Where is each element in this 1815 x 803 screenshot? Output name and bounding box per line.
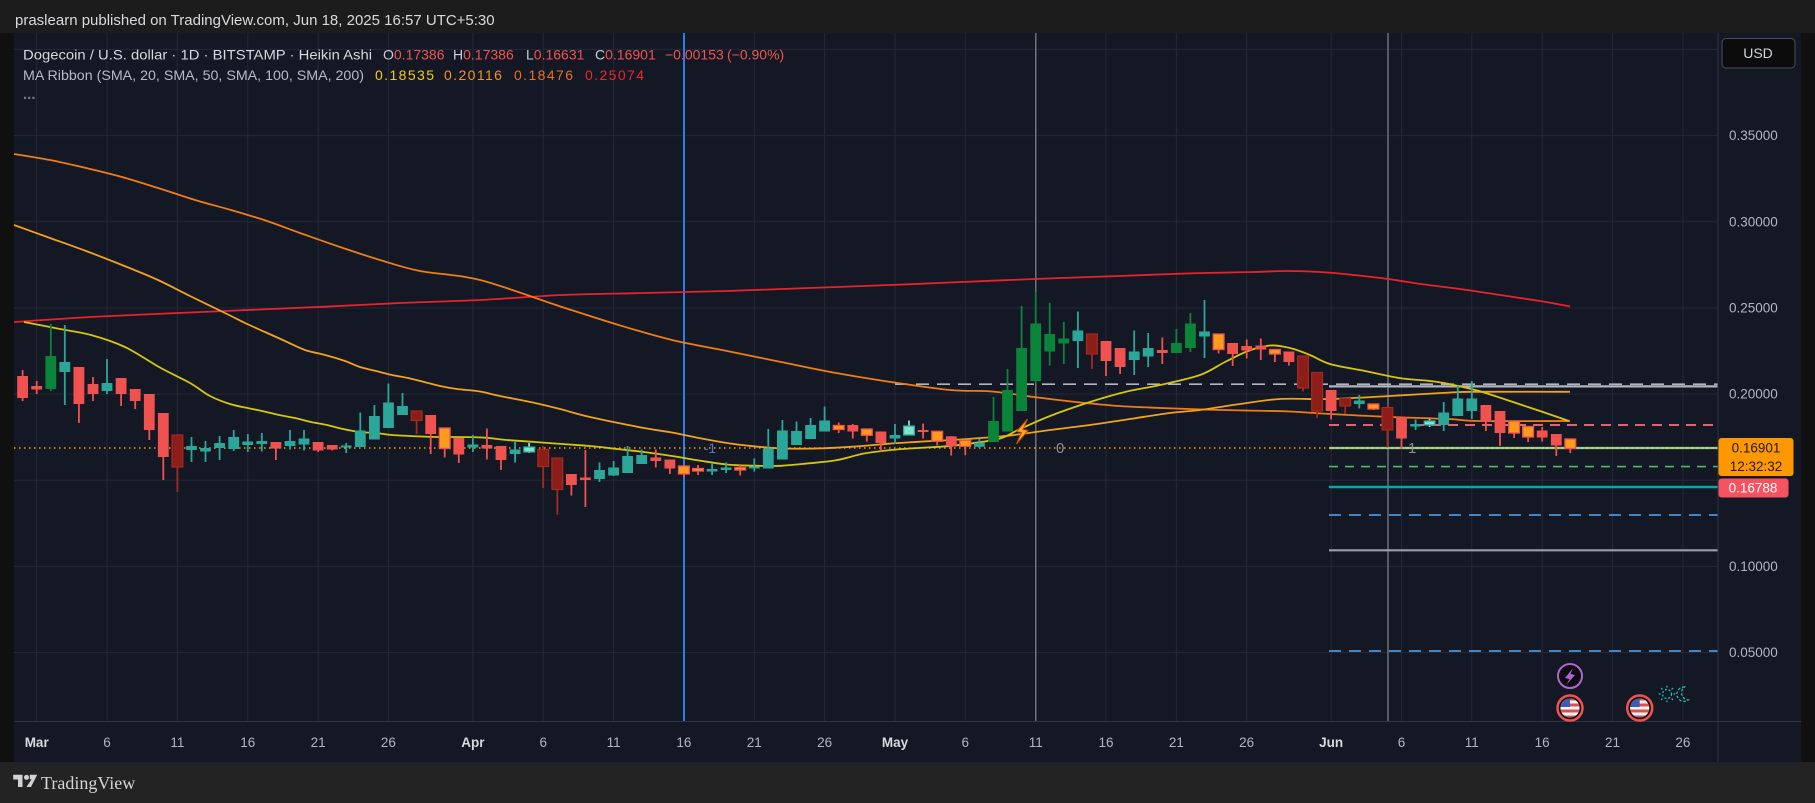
svg-text:Apr: Apr [461, 735, 485, 750]
svg-text:26: 26 [381, 735, 396, 750]
svg-text:TradingView: TradingView [41, 773, 135, 793]
svg-text:6: 6 [1398, 735, 1406, 750]
svg-text:0.35000: 0.35000 [1729, 128, 1778, 143]
svg-text:0.30000: 0.30000 [1729, 214, 1778, 229]
svg-text:MA Ribbon (SMA, 20, SMA, 50, S: MA Ribbon (SMA, 20, SMA, 50, SMA, 100, S… [23, 67, 364, 83]
svg-text:May: May [882, 735, 909, 750]
svg-text:26: 26 [1675, 735, 1690, 750]
svg-text:16: 16 [1535, 735, 1550, 750]
svg-text:0.16788: 0.16788 [1729, 481, 1778, 496]
svg-text:0.20000: 0.20000 [1729, 387, 1778, 402]
svg-text:26: 26 [817, 735, 832, 750]
svg-text:11: 11 [607, 735, 621, 750]
svg-text:11: 11 [1029, 735, 1043, 750]
svg-text:21: 21 [311, 735, 326, 750]
svg-text:0.05000: 0.05000 [1729, 645, 1778, 660]
svg-text:praslearn published on Trading: praslearn published on TradingView.com, … [15, 12, 495, 29]
svg-text:USD: USD [1743, 45, 1773, 61]
svg-text:21: 21 [1605, 735, 1620, 750]
svg-text:0.10000: 0.10000 [1729, 559, 1778, 574]
svg-text:0.16901: 0.16901 [1732, 441, 1781, 456]
svg-text:6: 6 [539, 735, 547, 750]
svg-text:6: 6 [103, 735, 111, 750]
svg-text:Jun: Jun [1319, 735, 1343, 750]
svg-text:16: 16 [240, 735, 255, 750]
svg-text:...: ... [23, 86, 36, 103]
svg-text:26: 26 [1239, 735, 1254, 750]
svg-text:0: 0 [1056, 440, 1064, 457]
svg-text:0.25000: 0.25000 [1729, 301, 1778, 316]
svg-text:-1: -1 [704, 441, 716, 456]
svg-text:1: 1 [1408, 440, 1416, 457]
svg-text:16: 16 [1098, 735, 1113, 750]
svg-text:12:32:32: 12:32:32 [1730, 459, 1783, 474]
svg-text:21: 21 [1169, 735, 1184, 750]
svg-text:Mar: Mar [25, 735, 50, 750]
svg-text:Dogecoin / U.S. dollar · 1D ·: Dogecoin / U.S. dollar · 1D · BITSTAMP ·… [23, 47, 372, 63]
svg-text:6: 6 [962, 735, 970, 750]
svg-text:11: 11 [1465, 735, 1479, 750]
svg-text:11: 11 [170, 735, 184, 750]
svg-text:16: 16 [676, 735, 691, 750]
svg-text:21: 21 [747, 735, 762, 750]
